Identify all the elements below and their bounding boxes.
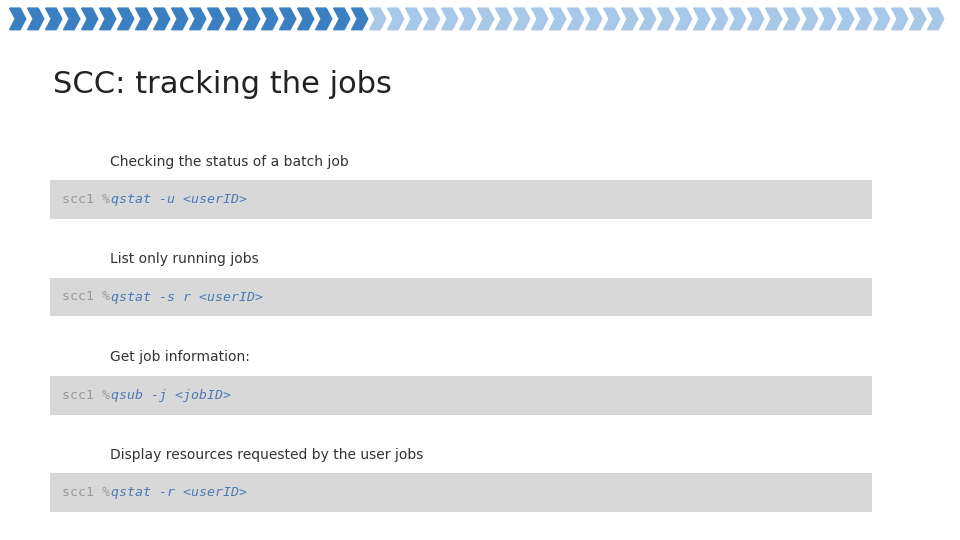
Polygon shape — [135, 8, 152, 30]
Polygon shape — [388, 8, 404, 30]
Polygon shape — [100, 8, 116, 30]
FancyBboxPatch shape — [50, 278, 872, 316]
Polygon shape — [244, 8, 260, 30]
Polygon shape — [855, 8, 872, 30]
Polygon shape — [514, 8, 530, 30]
Text: scc1 %: scc1 % — [62, 291, 118, 303]
Polygon shape — [334, 8, 349, 30]
Polygon shape — [730, 8, 746, 30]
Polygon shape — [658, 8, 674, 30]
Polygon shape — [567, 8, 584, 30]
Text: SCC: tracking the jobs: SCC: tracking the jobs — [53, 70, 392, 99]
Polygon shape — [46, 8, 61, 30]
Polygon shape — [63, 8, 80, 30]
Polygon shape — [639, 8, 656, 30]
Polygon shape — [802, 8, 818, 30]
Text: scc1 %: scc1 % — [62, 486, 118, 499]
FancyBboxPatch shape — [50, 473, 872, 512]
Polygon shape — [693, 8, 709, 30]
Polygon shape — [172, 8, 188, 30]
Polygon shape — [370, 8, 386, 30]
Polygon shape — [405, 8, 421, 30]
Polygon shape — [478, 8, 493, 30]
FancyBboxPatch shape — [50, 180, 872, 219]
Polygon shape — [748, 8, 764, 30]
Polygon shape — [82, 8, 98, 30]
Text: qstat -u <userID>: qstat -u <userID> — [111, 193, 248, 206]
Polygon shape — [549, 8, 565, 30]
Polygon shape — [316, 8, 332, 30]
Polygon shape — [298, 8, 314, 30]
Polygon shape — [351, 8, 368, 30]
Polygon shape — [874, 8, 890, 30]
Polygon shape — [820, 8, 836, 30]
Text: List only running jobs: List only running jobs — [110, 252, 259, 266]
Polygon shape — [586, 8, 602, 30]
Polygon shape — [495, 8, 512, 30]
FancyBboxPatch shape — [50, 376, 872, 415]
Polygon shape — [154, 8, 170, 30]
Polygon shape — [190, 8, 205, 30]
Polygon shape — [604, 8, 620, 30]
Polygon shape — [711, 8, 728, 30]
Text: scc1 %: scc1 % — [62, 389, 118, 402]
Polygon shape — [261, 8, 277, 30]
Polygon shape — [423, 8, 440, 30]
Polygon shape — [117, 8, 133, 30]
Polygon shape — [892, 8, 908, 30]
Text: qstat -s r <userID>: qstat -s r <userID> — [111, 291, 263, 303]
Text: Display resources requested by the user jobs: Display resources requested by the user … — [110, 448, 423, 462]
Polygon shape — [460, 8, 476, 30]
Polygon shape — [676, 8, 692, 30]
Polygon shape — [532, 8, 548, 30]
Polygon shape — [207, 8, 224, 30]
Text: qsub -j <jobID>: qsub -j <jobID> — [111, 389, 231, 402]
Text: Get job information:: Get job information: — [110, 350, 251, 365]
Polygon shape — [910, 8, 925, 30]
Polygon shape — [927, 8, 944, 30]
Text: scc1 %: scc1 % — [62, 193, 118, 206]
Polygon shape — [279, 8, 296, 30]
Polygon shape — [226, 8, 242, 30]
Text: Checking the status of a batch job: Checking the status of a batch job — [110, 155, 349, 169]
Text: qstat -r <userID>: qstat -r <userID> — [111, 486, 248, 499]
Polygon shape — [766, 8, 781, 30]
Polygon shape — [442, 8, 458, 30]
Polygon shape — [837, 8, 853, 30]
Polygon shape — [783, 8, 800, 30]
Polygon shape — [28, 8, 44, 30]
Polygon shape — [10, 8, 26, 30]
Polygon shape — [621, 8, 637, 30]
